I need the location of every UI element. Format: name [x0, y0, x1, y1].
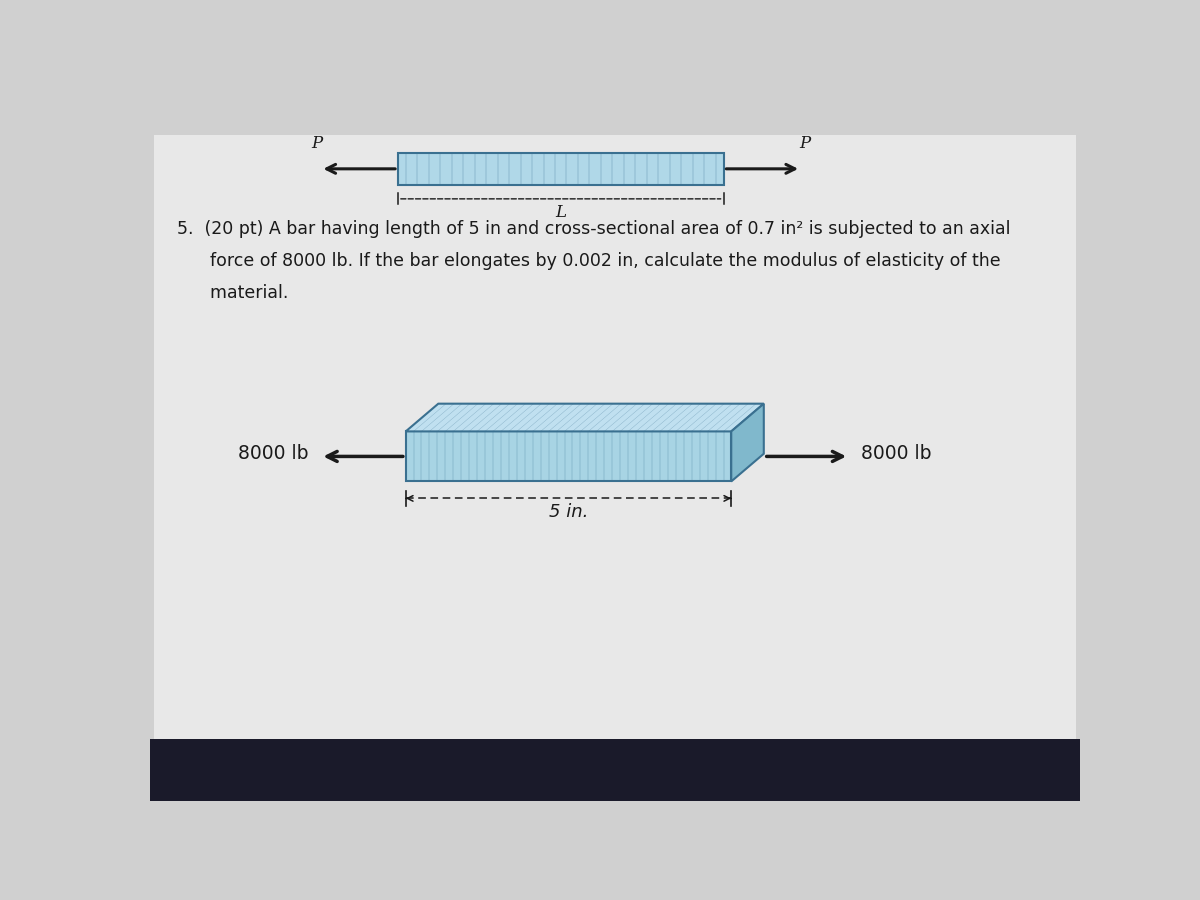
Text: P: P	[799, 135, 810, 152]
Text: material.: material.	[178, 284, 288, 302]
Text: 8000 lb: 8000 lb	[860, 444, 931, 463]
Polygon shape	[731, 404, 763, 482]
Bar	[398, 153, 724, 185]
Text: force of 8000 lb. If the bar elongates by 0.002 in, calculate the modulus of ela: force of 8000 lb. If the bar elongates b…	[178, 252, 1001, 270]
Text: L: L	[556, 204, 566, 221]
Text: 5.  (20 pt) A bar having length of 5 in and cross-sectional area of 0.7 in² is s: 5. (20 pt) A bar having length of 5 in a…	[178, 220, 1010, 238]
Text: 8000 lb: 8000 lb	[239, 444, 308, 463]
Text: 5 in.: 5 in.	[548, 503, 588, 521]
Bar	[406, 431, 731, 482]
Polygon shape	[406, 404, 763, 431]
Bar	[150, 740, 1080, 801]
FancyBboxPatch shape	[154, 135, 1076, 740]
Text: P: P	[311, 135, 322, 152]
